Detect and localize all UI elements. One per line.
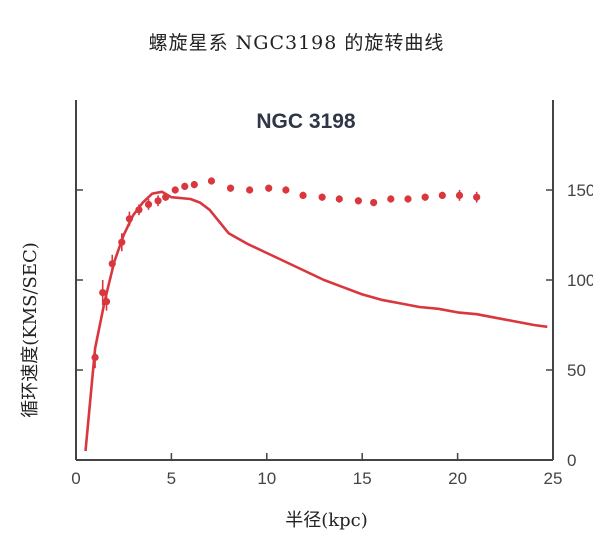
data-point [335,195,343,203]
data-point [265,184,273,192]
data-point [404,195,412,203]
x-axis-label: 半径(kpc) [285,510,368,531]
x-tick-label: 20 [448,469,467,488]
data-point [282,186,290,194]
data-point [154,197,162,205]
data-point [370,199,378,207]
data-point [144,200,153,208]
y-axis-label: 循环速度(KMS/SEC) [20,242,41,418]
page-title: 螺旋星系 NGC3198 的旋转曲线 [148,32,445,54]
plot-area [84,177,548,452]
y-tick-label: 150 [567,181,593,200]
data-point [455,191,464,199]
data-point [190,181,198,189]
data-point [99,289,107,297]
data-point [299,191,307,199]
y-tick-label: 100 [567,271,593,290]
data-point [318,193,326,201]
x-tick-label: 10 [257,469,276,488]
data-point [473,193,481,201]
x-tick-label: 5 [167,469,176,488]
x-tick-label: 15 [353,469,372,488]
y-tick-label: 50 [567,361,586,380]
data-point [354,197,362,205]
data-point [421,193,429,201]
x-tick-label: 25 [544,469,563,488]
data-point [246,186,254,194]
data-point [226,184,235,192]
data-point [207,177,216,185]
y-tick-label: 0 [567,451,576,470]
chart-inner-title: NGC 3198 [256,110,356,133]
data-point [171,186,179,194]
data-point [181,182,189,190]
rotation-model-curve [84,190,548,452]
data-point [387,195,395,203]
data-point [438,191,446,199]
x-tick-label: 0 [71,469,80,488]
